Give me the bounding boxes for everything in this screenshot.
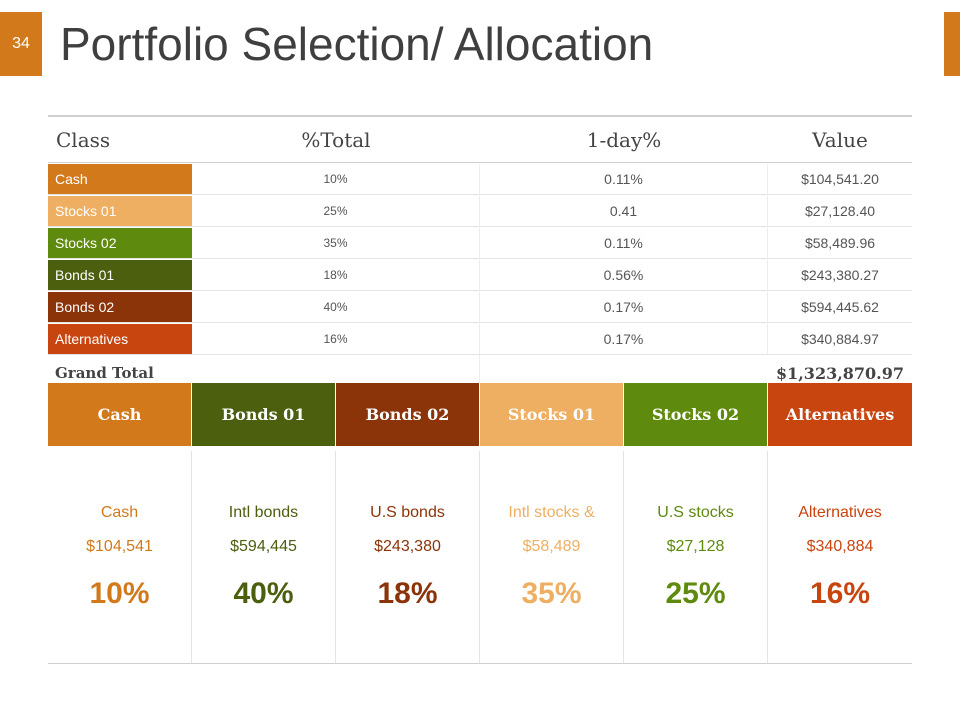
header-class: Class xyxy=(56,127,111,152)
card-name: Alternatives xyxy=(798,504,882,521)
total-cell: 18% xyxy=(192,259,480,290)
allocation-table: Class %Total 1-day% Value Cash 10% 0.11%… xyxy=(48,115,912,391)
allocation-card: Cash $104,541 10% xyxy=(48,451,192,663)
slide-number-badge: 34 xyxy=(0,12,42,76)
table-row: Bonds 02 40% 0.17% $594,445.62 xyxy=(48,291,912,323)
value-cell: $58,489.96 xyxy=(804,234,876,251)
value-cell: $243,380.27 xyxy=(801,266,879,283)
category-header-row: Cash Bonds 01 Bonds 02 Stocks 01 Stocks … xyxy=(48,383,912,446)
total-cell: 35% xyxy=(192,227,480,258)
table-row: Alternatives 16% 0.17% $340,884.97 xyxy=(48,323,912,355)
value-cell: $594,445.62 xyxy=(801,298,879,315)
card-name: Cash xyxy=(100,504,139,521)
card-amount: $27,128 xyxy=(666,538,725,555)
category-header: Stocks 01 xyxy=(480,383,624,446)
class-cell: Alternatives xyxy=(48,323,192,354)
class-cell: Bonds 02 xyxy=(48,291,192,322)
page-title: Portfolio Selection/ Allocation xyxy=(60,18,654,70)
card-amount: $104,541 xyxy=(86,538,153,555)
slide-number: 34 xyxy=(12,35,30,52)
header-value: Value xyxy=(812,127,868,152)
card-percent: 10% xyxy=(89,577,150,610)
allocation-card: U.S stocks $27,128 25% xyxy=(624,451,768,663)
header-total: %Total xyxy=(301,127,371,152)
card-amount: $340,884 xyxy=(806,538,874,555)
category-header: Bonds 01 xyxy=(192,383,336,446)
category-header: Cash xyxy=(48,383,192,446)
card-percent: 25% xyxy=(665,577,726,610)
card-percent: 35% xyxy=(521,577,582,610)
card-name: U.S bonds xyxy=(370,504,445,521)
table-row: Cash 10% 0.11% $104,541.20 xyxy=(48,163,912,195)
day-cell: 0.41 xyxy=(480,195,768,226)
card-name: U.S stocks xyxy=(657,504,734,521)
category-header: Stocks 02 xyxy=(624,383,768,446)
category-header: Alternatives xyxy=(768,383,912,446)
class-cell: Bonds 01 xyxy=(48,259,192,290)
class-cell: Stocks 01 xyxy=(48,195,192,226)
day-cell: 0.11% xyxy=(480,163,768,194)
total-cell: 40% xyxy=(192,291,480,322)
card-amount: $594,445 xyxy=(230,538,297,555)
allocation-summary: Cash Bonds 01 Bonds 02 Stocks 01 Stocks … xyxy=(48,383,912,664)
grand-total-value: $1,323,870.97 xyxy=(775,363,905,383)
table-row: Stocks 02 35% 0.11% $58,489.96 xyxy=(48,227,912,259)
allocation-card: U.S bonds $243,380 18% xyxy=(336,451,480,663)
card-percent: 16% xyxy=(809,577,871,610)
table-row: Bonds 01 18% 0.56% $243,380.27 xyxy=(48,259,912,291)
total-cell: 16% xyxy=(192,323,480,354)
class-cell: Stocks 02 xyxy=(48,227,192,258)
value-cell: $27,128.40 xyxy=(804,202,876,219)
card-amount: $58,489 xyxy=(522,538,581,555)
corner-accent-bar xyxy=(944,12,960,76)
day-cell: 0.11% xyxy=(480,227,768,258)
allocation-cards: Cash $104,541 10% Intl bonds $594,445 40… xyxy=(48,451,912,664)
total-cell: 25% xyxy=(192,195,480,226)
value-cell: $104,541.20 xyxy=(801,170,879,187)
card-percent: 18% xyxy=(377,577,438,610)
allocation-card: Intl stocks & $58,489 35% xyxy=(480,451,624,663)
card-percent: 40% xyxy=(233,577,294,610)
allocation-card: Alternatives $340,884 16% xyxy=(768,451,912,663)
day-cell: 0.17% xyxy=(480,323,768,354)
category-header: Bonds 02 xyxy=(336,383,480,446)
value-cell: $340,884.97 xyxy=(801,330,879,347)
card-name: Intl stocks & xyxy=(508,504,595,521)
header-one-day: 1-day% xyxy=(586,127,662,152)
day-cell: 0.17% xyxy=(480,291,768,322)
card-amount: $243,380 xyxy=(374,538,441,555)
grand-total-label: Grand Total xyxy=(48,355,480,391)
day-cell: 0.56% xyxy=(480,259,768,290)
total-cell: 10% xyxy=(192,163,480,194)
allocation-card: Intl bonds $594,445 40% xyxy=(192,451,336,663)
class-cell: Cash xyxy=(48,163,192,194)
table-header-row: Class %Total 1-day% Value xyxy=(48,115,912,163)
card-name: Intl bonds xyxy=(228,504,299,521)
table-row: Stocks 01 25% 0.41 $27,128.40 xyxy=(48,195,912,227)
grand-total-row: Grand Total $1,323,870.97 xyxy=(48,355,912,391)
